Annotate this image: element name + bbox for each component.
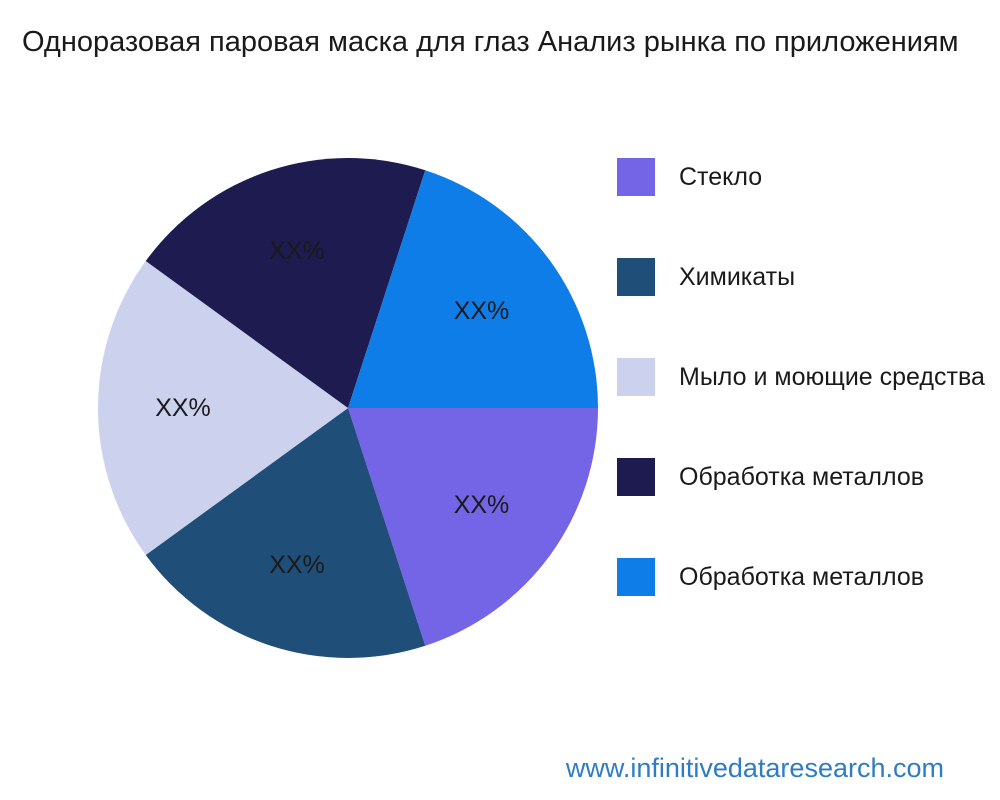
legend-label: Химикаты bbox=[679, 262, 796, 291]
legend-label: Обработка металлов bbox=[679, 462, 925, 491]
pie-chart-svg: XX% XX% XX% XX% XX% bbox=[98, 158, 598, 658]
legend-item: Обработка металлов bbox=[617, 558, 1000, 596]
legend-label: Стекло bbox=[679, 162, 763, 191]
legend-item: Мыло и моющие средства bbox=[617, 358, 1000, 396]
legend-label: Обработка металлов bbox=[679, 562, 925, 591]
pie-slice-label: XX% bbox=[454, 491, 510, 519]
pie-slice-label: XX% bbox=[269, 551, 325, 579]
pie-slice bbox=[98, 261, 348, 555]
legend-swatch bbox=[617, 358, 655, 396]
legend-label: Мыло и моющие средства bbox=[679, 362, 985, 391]
pie-slice bbox=[348, 408, 598, 646]
legend-item: Химикаты bbox=[617, 258, 1000, 296]
pie-slice bbox=[348, 170, 598, 408]
legend-swatch bbox=[617, 458, 655, 496]
legend-swatch bbox=[617, 258, 655, 296]
chart-title: Одноразовая паровая маска для глаз Анали… bbox=[22, 26, 959, 58]
legend: Стекло Химикаты Мыло и моющие средства Обра… bbox=[617, 158, 1000, 596]
legend-swatch bbox=[617, 158, 655, 196]
pie-chart: XX% XX% XX% XX% XX% bbox=[88, 148, 608, 668]
website-link[interactable]: www.infinitivedataresearch.com bbox=[565, 753, 944, 783]
legend-item: Обработка металлов bbox=[617, 458, 1000, 496]
pie-slice-label: XX% bbox=[269, 237, 325, 265]
pie-slice-label: XX% bbox=[454, 297, 510, 325]
pie-slice-label: XX% bbox=[155, 394, 211, 422]
legend-swatch bbox=[617, 558, 655, 596]
pie-slice bbox=[145, 158, 426, 408]
legend-item: Стекло bbox=[617, 158, 1000, 196]
pie-slice bbox=[145, 408, 426, 658]
